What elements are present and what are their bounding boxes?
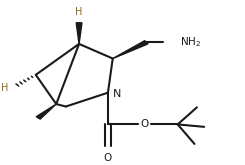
Text: O: O xyxy=(104,153,112,163)
Text: N: N xyxy=(113,89,121,99)
Text: NH$_2$: NH$_2$ xyxy=(180,35,201,49)
Text: H: H xyxy=(75,7,83,17)
Text: H: H xyxy=(1,83,8,93)
Polygon shape xyxy=(36,104,56,119)
Polygon shape xyxy=(113,41,148,59)
Text: O: O xyxy=(140,119,148,129)
Polygon shape xyxy=(76,23,82,44)
